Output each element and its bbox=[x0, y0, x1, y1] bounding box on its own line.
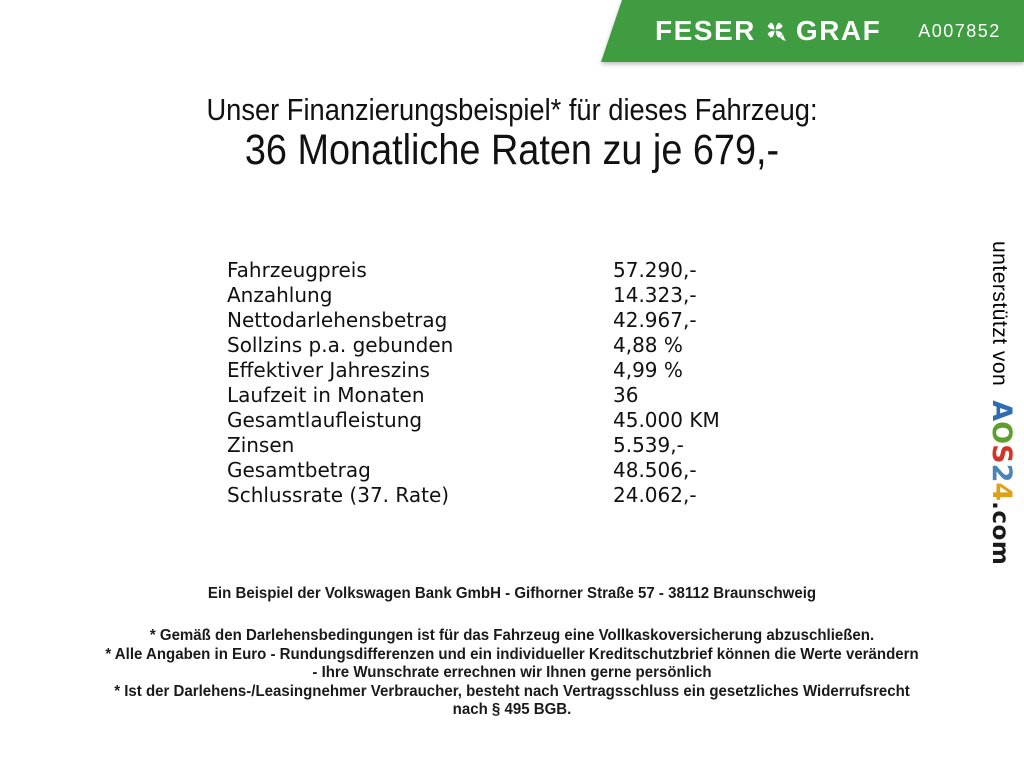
finance-row-value: 14.323,- bbox=[613, 283, 697, 307]
finance-row: Sollzins p.a. gebunden 4,88 % bbox=[227, 333, 720, 358]
finance-row-value: 42.967,- bbox=[613, 308, 697, 332]
aos24-domain-suffix: .com bbox=[987, 501, 1013, 566]
finance-row-label: Zinsen bbox=[227, 433, 295, 457]
finance-row-label: Gesamtlaufleistung bbox=[227, 408, 423, 432]
aos24-logo-letter: 4 bbox=[986, 482, 1017, 502]
aos24-logo-letter: A bbox=[986, 400, 1017, 422]
disclaimer-line: * Gemäß den Darlehensbedingungen ist für… bbox=[149, 627, 875, 644]
disclaimer-line: - Ihre Wunschrate errechnen wir Ihnen ge… bbox=[312, 664, 712, 681]
header-banner-background: FESER GRAF A007852 bbox=[601, 0, 1024, 62]
aos24-logo: AOS24 bbox=[986, 400, 1017, 501]
finance-row-label: Sollzins p.a. gebunden bbox=[227, 333, 454, 357]
page-title: Unser Finanzierungsbeispiel* für dieses … bbox=[206, 92, 818, 127]
finance-table: Fahrzeugpreis 57.290,- Anzahlung 14.323,- Ne… bbox=[227, 258, 720, 508]
brand-name-feser: FESER bbox=[655, 15, 756, 46]
finance-row-label: Effektiver Jahreszins bbox=[227, 358, 430, 382]
finance-row-label: Gesamtbetrag bbox=[227, 458, 371, 482]
bank-example-line: Ein Beispiel der Volkswagen Bank GmbH - … bbox=[207, 585, 817, 602]
disclaimer-line: * Ist der Darlehens-/Leasingnehmer Verbr… bbox=[114, 682, 910, 700]
disclaimer-block: * Gemäß den Darlehensbedingungen ist für… bbox=[0, 627, 1024, 720]
finance-row-label: Schlussrate (37. Rate) bbox=[227, 483, 450, 507]
supported-by-label: unterstützt von bbox=[988, 241, 1011, 387]
brand-name-graf: GRAF bbox=[795, 15, 882, 46]
aos24-logo-letter: O bbox=[986, 421, 1017, 445]
finance-row-value: 4,88 % bbox=[613, 333, 683, 357]
finance-row-label: Anzahlung bbox=[227, 283, 333, 307]
disclaimer-line: nach § 495 BGB. bbox=[452, 701, 572, 718]
finance-row: Nettodarlehensbetrag 42.967,- bbox=[227, 308, 720, 333]
finance-row-value: 36 bbox=[613, 383, 639, 407]
vehicle-code: A007852 bbox=[918, 20, 1001, 41]
finance-row-value: 4,99 % bbox=[613, 358, 683, 382]
clover-icon bbox=[762, 17, 790, 45]
finance-row-label: Laufzeit in Monaten bbox=[227, 383, 425, 407]
finance-row: Gesamtlaufleistung 45.000 KM bbox=[227, 408, 720, 433]
finance-row: Fahrzeugpreis 57.290,- bbox=[227, 258, 720, 283]
finance-row-label: Nettodarlehensbetrag bbox=[227, 308, 448, 332]
aos24-logo-letter: 2 bbox=[986, 463, 1017, 483]
feser-graf-logo: FESER GRAF bbox=[655, 15, 881, 47]
header-banner: FESER GRAF A007852 bbox=[601, 0, 1024, 62]
disclaimer-line: * Alle Angaben in Euro - Rundungsdiffere… bbox=[105, 645, 919, 663]
finance-row: Effektiver Jahreszins 4,99 % bbox=[227, 358, 720, 383]
finance-row-value: 48.506,- bbox=[613, 458, 697, 482]
finance-row: Gesamtbetrag 48.506,- bbox=[227, 458, 720, 483]
finance-row: Zinsen 5.539,- bbox=[227, 433, 720, 458]
finance-row-value: 45.000 KM bbox=[613, 408, 720, 432]
finance-row: Schlussrate (37. Rate) 24.062,- bbox=[227, 483, 720, 508]
finance-row-value: 57.290,- bbox=[613, 258, 697, 282]
finance-row: Anzahlung 14.323,- bbox=[227, 283, 720, 308]
finance-row-label: Fahrzeugpreis bbox=[227, 258, 367, 282]
finance-row-value: 5.539,- bbox=[613, 433, 684, 457]
finance-row-value: 24.062,- bbox=[613, 483, 697, 507]
monthly-rate-headline: 36 Monatliche Raten zu je 679,- bbox=[244, 126, 780, 174]
finance-row: Laufzeit in Monaten 36 bbox=[227, 383, 720, 408]
aos24-logo-letter: S bbox=[986, 444, 1017, 464]
